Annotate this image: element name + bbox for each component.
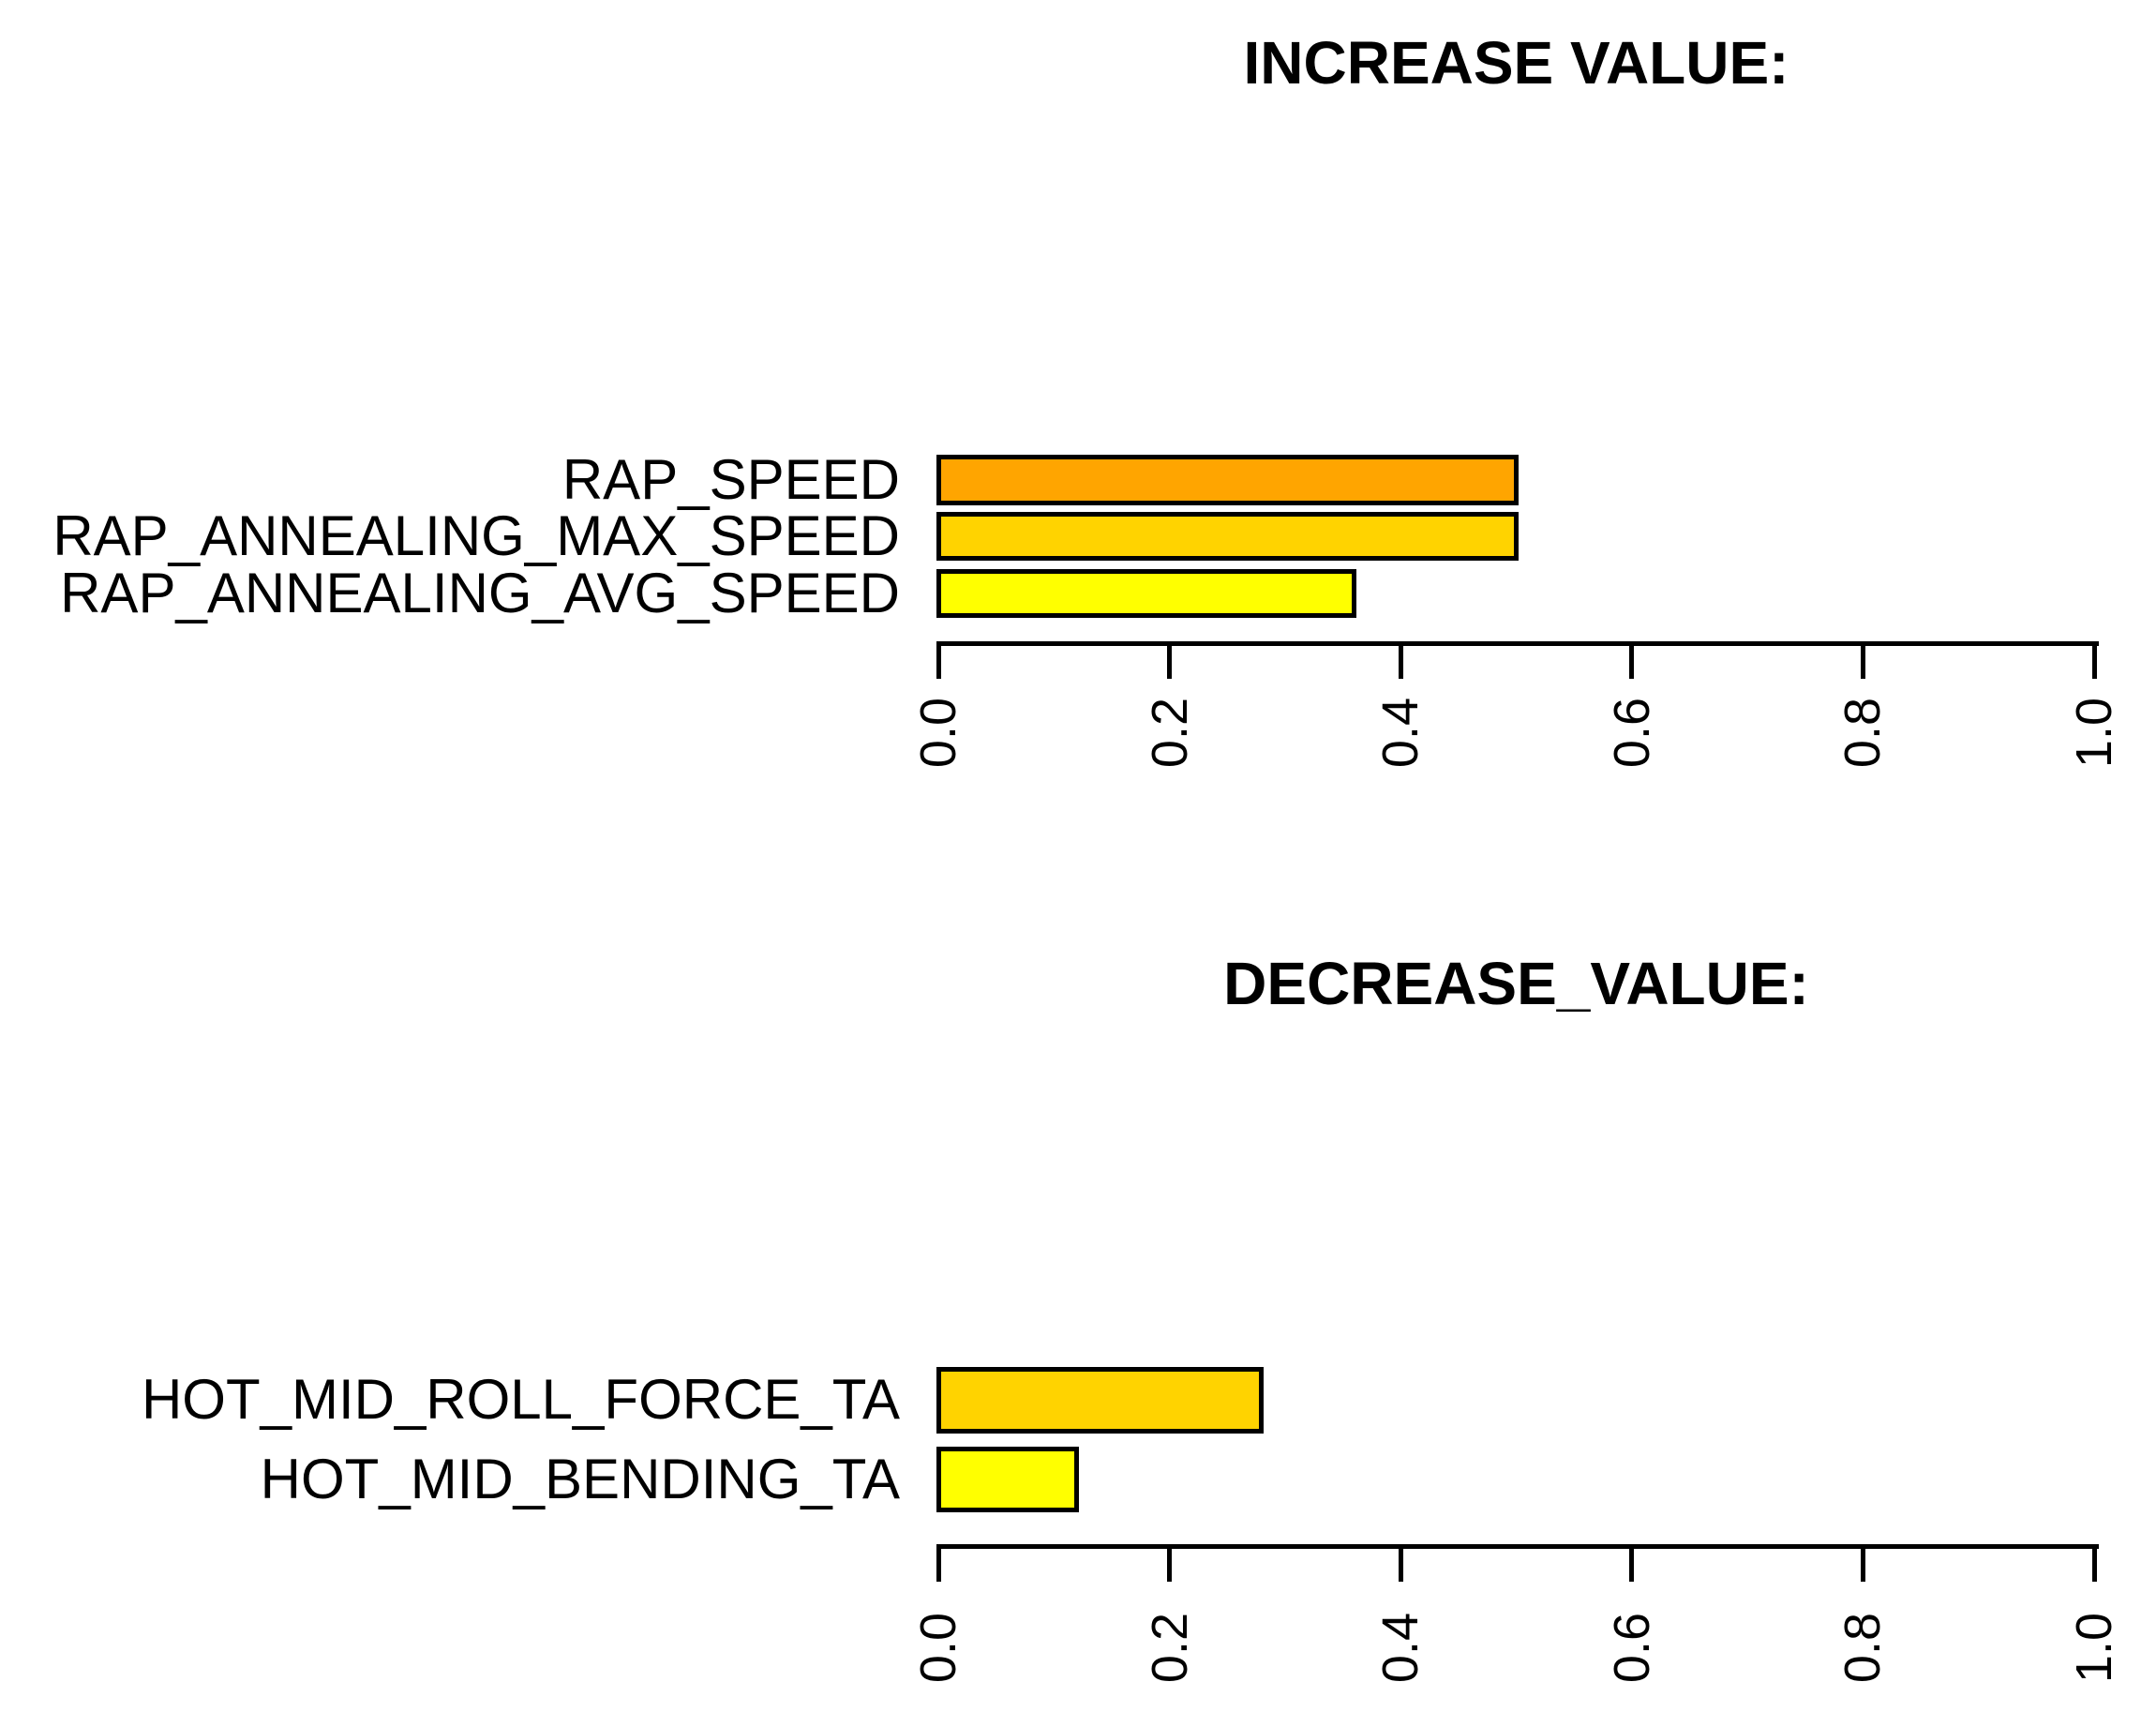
bar-rap_annealing_avg_speed: [936, 569, 1356, 618]
category-label: RAP_SPEED: [561, 448, 900, 511]
x-axis-tick: [1167, 646, 1172, 679]
bar-rap_speed: [936, 455, 1519, 505]
x-axis-tick: [936, 1549, 941, 1582]
bar-hot_mid_bending_ta: [936, 1447, 1079, 1512]
x-axis-line: [936, 641, 2099, 646]
x-axis-tick-label: 0.6: [1604, 1613, 1660, 1684]
x-axis-tick: [1861, 1549, 1865, 1582]
x-axis-tick: [1629, 646, 1634, 679]
x-axis-tick: [1399, 1549, 1403, 1582]
x-axis-tick-label: 0.8: [1834, 1613, 1891, 1684]
x-axis-tick: [1167, 1549, 1172, 1582]
x-axis-tick: [1861, 646, 1865, 679]
category-label: RAP_ANNEALING_MAX_SPEED: [52, 504, 900, 567]
x-axis-tick: [1629, 1549, 1634, 1582]
bar-hot_mid_roll_force_ta: [936, 1367, 1264, 1434]
x-axis-tick-label: 1.0: [2066, 1613, 2122, 1684]
x-axis-tick: [1399, 646, 1403, 679]
category-label: HOT_MID_BENDING_TA: [260, 1448, 900, 1510]
category-label: HOT_MID_ROLL_FORCE_TA: [141, 1368, 900, 1431]
x-axis-line: [936, 1544, 2099, 1549]
x-axis-tick-label: 0.2: [1142, 1613, 1198, 1684]
chart-title: DECREASE_VALUE:: [1223, 950, 1809, 1017]
x-axis-tick-label: 0.0: [910, 1613, 966, 1684]
category-label: RAP_ANNEALING_AVG_SPEED: [60, 562, 900, 624]
x-axis-tick: [936, 646, 941, 679]
bar-rap_annealing_max_speed: [936, 512, 1519, 561]
x-axis-tick: [2092, 646, 2097, 679]
chart-title: INCREASE VALUE:: [1243, 29, 1789, 97]
x-axis-tick-label: 0.4: [1372, 1613, 1429, 1684]
x-axis-tick: [2092, 1549, 2097, 1582]
